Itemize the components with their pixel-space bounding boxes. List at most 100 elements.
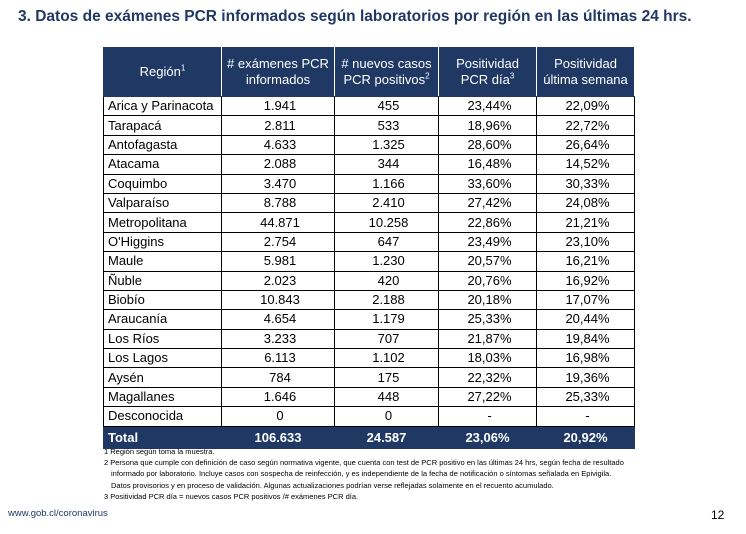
cell-region: Metropolitana [103,212,222,233]
table-row: Aysén 784 175 22,32% 19,36% [103,367,635,388]
cell-positividad-semana: 20,44% [536,309,635,330]
cell-informados: 3.470 [221,173,335,194]
cell-positividad-semana: 26,64% [536,134,635,156]
cell-positividad-semana: 16,92% [536,270,635,291]
cell-positividad-semana: 16,21% [536,251,635,272]
cell-positividad-semana: 14,52% [536,154,635,175]
table-row: Maule 5.981 1.230 20,57% 16,21% [103,251,635,272]
cell-positividad-semana: 19,84% [536,328,635,350]
footnotes: 1 Región según toma la muestra. 2 Person… [104,446,624,502]
footnote: informado por laboratorio. Incluye casos… [111,469,612,479]
cell-nuevos: 533 [334,115,439,136]
table-row: Ñuble 2.023 420 20,76% 16,92% [103,270,635,291]
cell-region: Maule [103,251,222,272]
cell-positividad-dia: 33,60% [438,173,537,194]
footnote: 3 Positividad PCR día = nuevos casos PCR… [104,491,359,501]
cell-nuevos: 1.230 [334,251,439,272]
cell-informados: 4.654 [221,309,335,330]
cell-nuevos: 0 [334,406,439,427]
total-row: Total 106.633 24.587 23,06% 20,92% [103,425,635,449]
cell-informados: 2.023 [221,270,335,291]
table-row: Arica y Parinacota 1.941 455 23,44% 22,09% [103,95,635,117]
table-row: Atacama 2.088 344 16,48% 14,52% [103,154,635,175]
total-positividad-dia: 23,06% [438,425,537,449]
cell-positividad-dia: 20,18% [438,289,537,311]
cell-region: Valparaíso [103,192,222,214]
header-positividad-dia: Positividad PCR día3 [438,47,537,97]
cell-positividad-dia: 28,60% [438,134,537,156]
total-informados: 106.633 [221,425,335,449]
cell-region: Biobío [103,289,222,311]
cell-informados: 8.788 [221,192,335,214]
cell-positividad-dia: 18,96% [438,115,537,136]
table-row: Magallanes 1.646 448 27,22% 25,33% [103,386,635,408]
cell-informados: 10.843 [221,289,335,311]
cell-nuevos: 2.188 [334,289,439,311]
cell-informados: 784 [221,367,335,388]
cell-nuevos: 420 [334,270,439,291]
cell-informados: 2.754 [221,231,335,253]
cell-informados: 1.941 [221,95,335,117]
header-positividad-semana: Positividad última semana [536,47,635,97]
cell-informados: 6.113 [221,348,335,369]
cell-nuevos: 647 [334,231,439,253]
cell-region: Los Ríos [103,328,222,350]
cell-positividad-dia: 22,32% [438,367,537,388]
cell-positividad-dia: 23,44% [438,95,537,117]
cell-region: Aysén [103,367,222,388]
cell-nuevos: 1.166 [334,173,439,194]
cell-nuevos: 1.102 [334,348,439,369]
cell-nuevos: 1.325 [334,134,439,156]
cell-informados: 2.811 [221,115,335,136]
cell-positividad-semana: 17,07% [536,289,635,311]
table-row: O'Higgins 2.754 647 23,49% 23,10% [103,231,635,253]
footnote: 1 Región según toma la muestra. [104,447,215,456]
cell-informados: 3.233 [221,328,335,350]
cell-positividad-dia: 27,42% [438,192,537,214]
cell-positividad-semana: 22,72% [536,115,635,136]
cell-positividad-dia: 20,57% [438,251,537,272]
pcr-table: Región1 # exámenes PCR informados # nuevo… [103,47,635,449]
website-link[interactable]: www.gob.cl/coronavirus [8,508,108,519]
table-row: Antofagasta 4.633 1.325 28,60% 26,64% [103,134,635,156]
table-row: Biobío 10.843 2.188 20,18% 17,07% [103,289,635,311]
cell-positividad-semana: 16,98% [536,348,635,369]
cell-region: O'Higgins [103,231,222,253]
cell-region: Desconocida [103,406,222,427]
cell-informados: 0 [221,406,335,427]
footnote: Datos provisorios y en proceso de valida… [111,480,554,490]
cell-positividad-semana: 19,36% [536,367,635,388]
table-row: Metropolitana 44.871 10.258 22,86% 21,21% [103,212,635,233]
cell-region: Tarapacá [103,115,222,136]
table-row: Los Ríos 3.233 707 21,87% 19,84% [103,328,635,350]
cell-positividad-semana: 23,10% [536,231,635,253]
cell-positividad-dia: - [438,406,537,427]
cell-positividad-semana: 22,09% [536,95,635,117]
cell-informados: 5.981 [221,251,335,272]
cell-positividad-semana: 21,21% [536,212,635,233]
cell-region: Atacama [103,154,222,175]
table-row: Araucanía 4.654 1.179 25,33% 20,44% [103,309,635,330]
table-row: Valparaíso 8.788 2.410 27,42% 24,08% [103,192,635,214]
cell-informados: 44.871 [221,212,335,233]
table-row: Desconocida 0 0- - [103,406,635,427]
table-header-row: Región1 # exámenes PCR informados # nuevo… [103,47,635,97]
total-nuevos: 24.587 [334,425,439,449]
cell-region: Ñuble [103,270,222,291]
page-number: 12 [711,508,725,522]
cell-region: Magallanes [103,386,222,408]
cell-nuevos: 10.258 [334,212,439,233]
cell-positividad-dia: 22,86% [438,212,537,233]
footnote: 2 Persona que cumple con definición de c… [104,458,624,468]
cell-nuevos: 344 [334,154,439,175]
cell-region: Los Lagos [103,348,222,369]
cell-positividad-dia: 18,03% [438,348,537,369]
table-row: Los Lagos 6.113 1.102 18,03% 16,98% [103,348,635,369]
cell-nuevos: 707 [334,328,439,350]
cell-nuevos: 2.410 [334,192,439,214]
page-title: 3. Datos de exámenes PCR informados segú… [18,8,692,25]
cell-informados: 2.088 [221,154,335,175]
cell-nuevos: 1.179 [334,309,439,330]
total-positividad-semana: 20,92% [536,425,635,449]
cell-nuevos: 448 [334,386,439,408]
